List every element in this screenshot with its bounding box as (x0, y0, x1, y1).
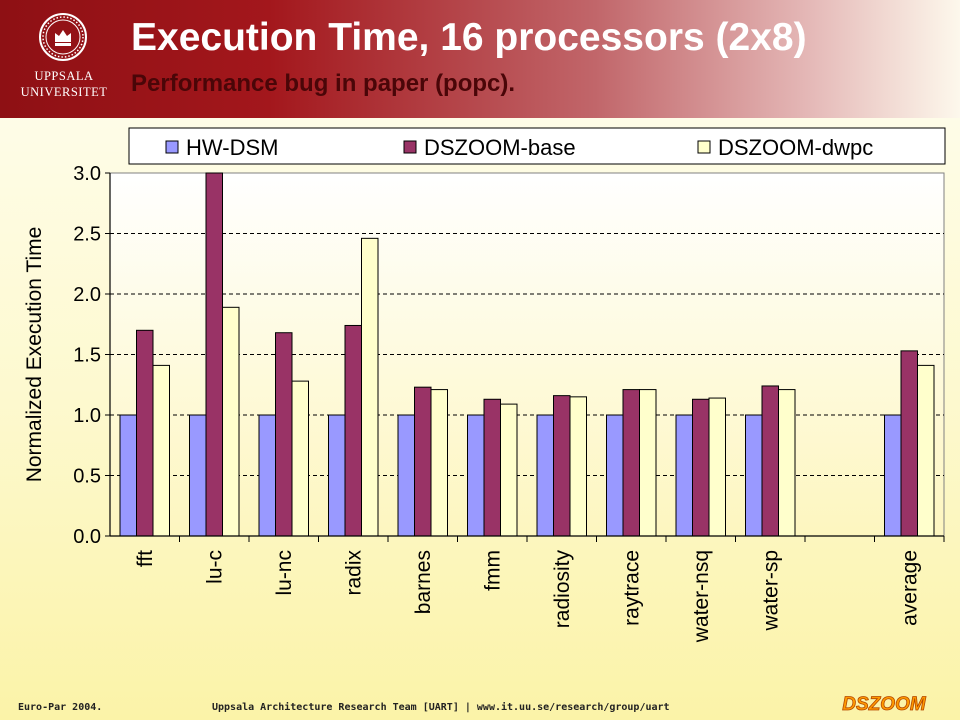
x-category-label: water-nsq (690, 550, 713, 643)
y-tick-label: 1.0 (73, 405, 101, 427)
slide-title: Execution Time, 16 processors (2x8) (131, 16, 807, 59)
bar-hw-dsm-lu-nc (258, 414, 276, 537)
footer-conference: Euro-Par 2004. (18, 702, 103, 713)
bar-dszoom-base-lu-nc (275, 332, 293, 537)
bar-hw-dsm-average (884, 414, 902, 537)
bar-hw-dsm-fft (119, 414, 137, 537)
bar-dszoom-base-barnes (414, 386, 432, 537)
x-category-label: radix (342, 550, 365, 596)
x-category-label: radiosity (551, 550, 574, 629)
bar-dszoom-base-radix (344, 324, 362, 537)
legend-label: DSZOOM-base (424, 135, 576, 160)
slide-subtitle: Performance bug in paper (popc). (131, 70, 516, 97)
bar-dszoom-dwpc-radiosity (569, 396, 587, 537)
bar-dszoom-base-raytrace (622, 389, 640, 537)
dszoom-logo: DSZOOM (842, 694, 927, 714)
university-seal-icon (39, 13, 87, 61)
y-tick-label: 0.5 (73, 466, 101, 488)
y-tick-label: 1.5 (73, 345, 101, 367)
bar-dszoom-dwpc-raytrace (639, 389, 657, 537)
bar-dszoom-dwpc-lu-nc (291, 380, 309, 537)
bar-dszoom-dwpc-water-nsq (708, 397, 726, 537)
bar-dszoom-base-fft (136, 329, 154, 537)
bar-dszoom-base-water-sp (761, 385, 779, 537)
y-tick-label: 3.0 (73, 163, 101, 185)
header-banner: UPPSALA UNIVERSITET Execution Time, 16 p… (0, 0, 960, 118)
bar-hw-dsm-radix (328, 414, 346, 537)
bar-hw-dsm-lu-c (189, 414, 207, 537)
bar-dszoom-base-lu-c (205, 172, 223, 537)
bar-hw-dsm-water-nsq (675, 414, 693, 537)
bar-dszoom-dwpc-fft (152, 364, 170, 537)
bar-hw-dsm-water-sp (745, 414, 763, 537)
logo-text-universitet: UNIVERSITET (20, 85, 108, 99)
bar-dszoom-base-radiosity (553, 395, 571, 537)
bar-chart: 0.0 0.5 1.0 1.5 2.0 2.5 3.0 Normalized Executio… (23, 127, 946, 643)
svg-text:DSZOOM: DSZOOM (842, 694, 927, 714)
x-category-label: barnes (412, 550, 435, 614)
legend-box (128, 127, 946, 165)
x-category-label: lu-c (203, 550, 226, 584)
legend-label: HW-DSM (186, 135, 278, 160)
bar-hw-dsm-raytrace (606, 414, 624, 537)
footer-credits: Uppsala Architecture Research Team [UART… (212, 702, 670, 713)
bar-dszoom-dwpc-radix (361, 237, 379, 537)
bar-hw-dsm-fmm (467, 414, 485, 537)
bar-dszoom-dwpc-average (917, 364, 935, 537)
legend-swatch (165, 140, 179, 154)
x-category-label: water-sp (759, 550, 782, 632)
x-category-label: fft (134, 550, 157, 567)
bar-dszoom-base-water-nsq (692, 398, 710, 537)
legend-swatch (697, 140, 711, 154)
y-tick-label: 2.5 (73, 224, 101, 246)
x-category-label: average (898, 550, 921, 626)
university-logo: UPPSALA UNIVERSITET (16, 12, 112, 112)
y-tick-label: 0.0 (73, 526, 101, 548)
bar-dszoom-dwpc-water-sp (778, 389, 796, 537)
bar-dszoom-dwpc-lu-c (222, 306, 240, 537)
y-tick-label: 2.0 (73, 284, 101, 306)
bar-dszoom-dwpc-fmm (500, 403, 518, 537)
logo-text-uppsala: UPPSALA (34, 69, 94, 83)
bar-dszoom-dwpc-barnes (430, 389, 448, 537)
legend-label: DSZOOM-dwpc (718, 135, 873, 160)
bar-hw-dsm-barnes (397, 414, 415, 537)
bar-hw-dsm-radiosity (536, 414, 554, 537)
x-category-label: raytrace (620, 550, 643, 626)
x-category-label: fmm (481, 550, 504, 591)
bar-dszoom-base-fmm (483, 398, 501, 537)
x-category-label: lu-nc (273, 550, 296, 596)
legend-swatch (403, 140, 417, 154)
y-axis-title: Normalized Execution Time (23, 227, 46, 483)
bar-dszoom-base-average (900, 350, 918, 537)
